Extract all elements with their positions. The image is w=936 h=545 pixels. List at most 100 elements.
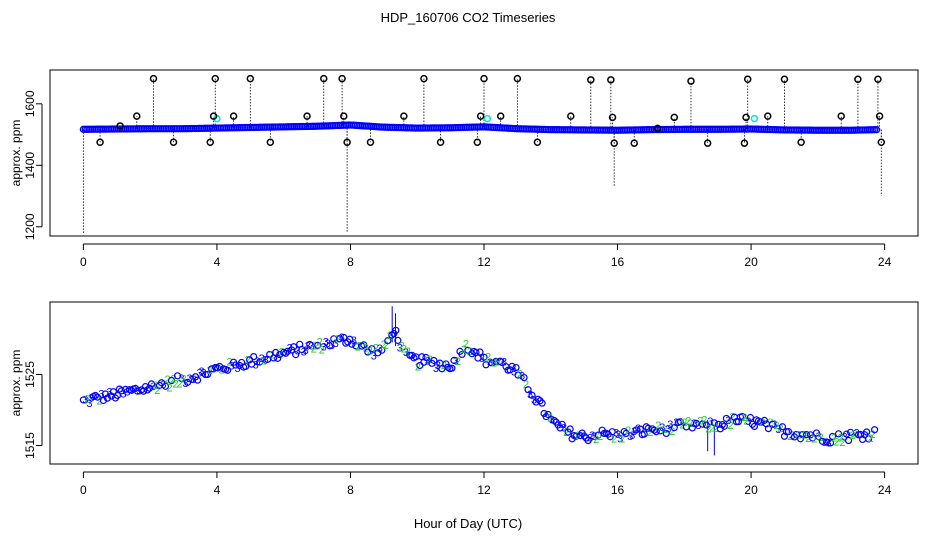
data-point-label: 3 xyxy=(854,428,860,440)
data-point xyxy=(608,428,616,436)
x-tick-label: 8 xyxy=(347,483,354,497)
data-point xyxy=(632,426,640,434)
data-point xyxy=(768,420,777,428)
data-point-label: 3 xyxy=(775,424,781,436)
y-tick-label: 1200 xyxy=(23,213,37,240)
data-point-label: 2 xyxy=(701,415,707,427)
outlier-point xyxy=(206,138,214,146)
data-point-label: 2 xyxy=(227,356,233,368)
data-point-label: 2 xyxy=(517,368,523,380)
y-tick-label: 1515 xyxy=(23,432,37,459)
data-point-label: 3 xyxy=(106,386,112,398)
data-point xyxy=(430,356,438,365)
data-point-label: 3 xyxy=(371,351,377,363)
data-point xyxy=(812,429,821,437)
data-point-label: 2 xyxy=(679,419,685,431)
data-point xyxy=(483,114,492,123)
data-point-label: 3 xyxy=(695,420,701,432)
data-point xyxy=(698,420,706,428)
data-point-label: 2 xyxy=(463,339,469,351)
outlier-point xyxy=(340,112,348,120)
outlier-point xyxy=(513,74,522,83)
data-point xyxy=(750,114,759,123)
x-tick-label: 24 xyxy=(878,255,892,269)
y-axis-label: approx. ppm xyxy=(9,120,23,187)
outlier-point xyxy=(420,74,428,83)
chart-title: HDP_160706 CO2 Timeseries xyxy=(381,10,556,25)
data-point xyxy=(378,346,386,354)
data-point-label: 3 xyxy=(201,367,207,379)
data-point xyxy=(368,345,376,353)
data-point-label: 3 xyxy=(425,355,431,367)
data-point xyxy=(828,432,837,441)
data-point xyxy=(718,421,726,429)
data-point-label: 2 xyxy=(170,374,176,386)
data-point-label: 2 xyxy=(319,345,325,357)
data-point xyxy=(796,435,805,443)
data-point-label: 3 xyxy=(309,340,315,352)
x-tick-label: 16 xyxy=(611,255,625,269)
data-point xyxy=(864,435,873,443)
data-point xyxy=(101,390,110,398)
data-point-label: 2 xyxy=(795,430,801,442)
outlier-point xyxy=(533,138,542,146)
outlier-point xyxy=(266,138,275,146)
data-point-label: 2 xyxy=(647,427,653,439)
data-point-label: 2 xyxy=(681,417,687,429)
data-point xyxy=(242,362,250,371)
data-point-label: 2 xyxy=(850,430,856,442)
x-tick-label: 0 xyxy=(80,255,87,269)
data-point-label: 3 xyxy=(659,422,665,434)
data-point xyxy=(640,430,648,438)
data-point xyxy=(620,427,628,436)
data-point xyxy=(109,388,118,396)
outlier-point xyxy=(229,112,238,120)
plot-frame xyxy=(49,69,919,237)
data-point-label: 3 xyxy=(627,431,633,443)
data-point xyxy=(113,391,122,400)
data-point xyxy=(93,393,102,401)
data-point-label: 3 xyxy=(487,357,493,369)
data-point xyxy=(476,348,484,356)
data-point-label: 2 xyxy=(547,412,553,424)
data-point xyxy=(326,342,334,350)
data-point-label: 2 xyxy=(383,340,389,352)
data-point-label: 2 xyxy=(839,437,845,449)
outlier-point xyxy=(740,139,749,147)
data-point-label: 2 xyxy=(817,432,823,444)
outlier-point xyxy=(780,75,789,83)
data-point xyxy=(808,434,817,442)
data-point xyxy=(738,412,746,421)
outlier-point xyxy=(343,138,351,146)
x-tick-label: 8 xyxy=(347,255,354,269)
data-point-label: 2 xyxy=(405,346,411,358)
outlier-point xyxy=(246,74,255,83)
outlier-point xyxy=(764,112,772,120)
data-point-label: 3 xyxy=(617,434,623,446)
outlier-point xyxy=(480,74,488,83)
outlier-point xyxy=(837,112,845,120)
data-point xyxy=(392,326,400,334)
data-point-label: 2 xyxy=(709,423,715,435)
data-point-label: 3 xyxy=(235,363,241,375)
data-point xyxy=(412,353,420,361)
data-point-label: 2 xyxy=(166,382,172,394)
data-point xyxy=(556,424,564,432)
data-point xyxy=(306,340,314,349)
data-point-label: 3 xyxy=(789,430,795,442)
data-point xyxy=(250,353,258,361)
y-tick-label: 1525 xyxy=(23,361,37,388)
x-tick-label: 0 xyxy=(80,483,87,497)
data-point xyxy=(544,410,552,419)
data-point-label: 2 xyxy=(455,356,461,368)
stem-lines xyxy=(82,78,882,235)
data-point-label: 3 xyxy=(321,341,327,353)
data-point-label: 3 xyxy=(499,357,505,369)
data-point-label: 3 xyxy=(255,356,261,368)
data-point-label: 3 xyxy=(771,419,777,431)
data-point-label: 2 xyxy=(767,417,773,429)
outlier-point xyxy=(436,138,445,146)
data-point xyxy=(834,430,843,438)
y-tick-label: 1600 xyxy=(23,90,37,117)
data-point xyxy=(512,363,520,372)
